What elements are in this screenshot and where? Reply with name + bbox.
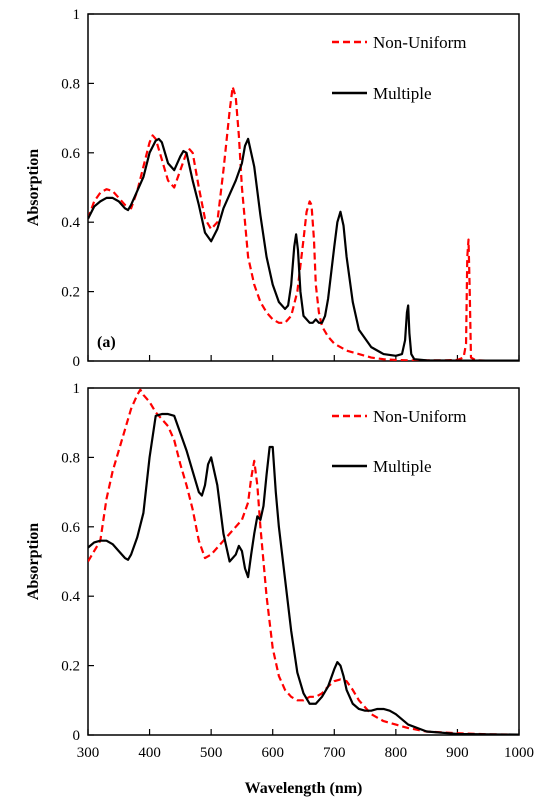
x-tick-label: 1000 bbox=[504, 745, 534, 761]
x-tick-label: 400 bbox=[138, 745, 161, 761]
y-tick-label: 0 bbox=[73, 728, 81, 744]
x-axis-title: Wavelength (nm) bbox=[245, 780, 363, 797]
chart-panel-a: 0 0.2 0.4 0.6 0.8 1 Absorption Non-Uniform Multi… bbox=[25, 7, 520, 370]
x-tick-label: 500 bbox=[200, 745, 223, 761]
series-line-non-uniform bbox=[88, 85, 519, 361]
y-tick-label: 1 bbox=[73, 381, 81, 397]
y-tick-label: 0.6 bbox=[61, 146, 80, 162]
y-tick-label: 0.2 bbox=[61, 659, 80, 675]
x-tick-label: 900 bbox=[446, 745, 469, 761]
y-tick-label: 0.8 bbox=[61, 76, 80, 92]
legend-label: Multiple bbox=[373, 84, 432, 103]
x-tick-label: 300 bbox=[77, 745, 100, 761]
x-tick-label: 800 bbox=[385, 745, 408, 761]
series-line-multiple bbox=[88, 412, 519, 735]
y-tick-label: 1 bbox=[73, 7, 81, 23]
legend-label: Non-Uniform bbox=[373, 33, 466, 52]
y-tick-label: 0.8 bbox=[61, 450, 80, 466]
legend-label: Non-Uniform bbox=[373, 407, 466, 426]
panel-label: (a) bbox=[97, 334, 116, 351]
y-axis-title: Absorption bbox=[25, 149, 42, 226]
series-line-multiple bbox=[88, 137, 519, 361]
chart-panel-b: 0 0.2 0.4 0.6 0.8 1 300 400 500 600 700 800 900 1000 A… bbox=[25, 381, 534, 797]
x-tick-label: 600 bbox=[261, 745, 284, 761]
legend-label: Multiple bbox=[373, 457, 432, 476]
y-tick-label: 0.4 bbox=[61, 589, 80, 605]
y-tick-label: 0.2 bbox=[61, 285, 80, 301]
y-tick-label: 0 bbox=[73, 354, 81, 370]
y-tick-label: 0.4 bbox=[61, 215, 80, 231]
plot-frame bbox=[87, 13, 520, 362]
y-axis-title: Absorption bbox=[25, 523, 42, 600]
x-tick-label: 700 bbox=[323, 745, 346, 761]
y-tick-label: 0.6 bbox=[61, 520, 80, 536]
